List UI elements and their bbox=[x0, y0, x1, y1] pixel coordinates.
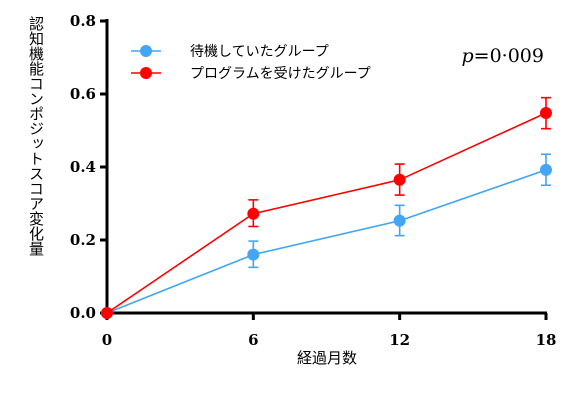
series-2 bbox=[101, 96, 552, 319]
x-tick-label: 6 bbox=[248, 331, 258, 349]
series-line bbox=[106, 112, 547, 314]
series-line bbox=[106, 169, 547, 314]
legend-label: 待機していたグループ bbox=[190, 44, 329, 60]
series-1 bbox=[101, 153, 552, 319]
y-tick-label: 0.0 bbox=[70, 304, 96, 322]
legend-label: プログラムを受けたグループ bbox=[190, 66, 371, 82]
legend-swatch-marker bbox=[140, 67, 152, 79]
data-point bbox=[393, 214, 406, 227]
data-point bbox=[540, 163, 552, 176]
y-tick-label: 0.4 bbox=[70, 158, 96, 176]
data-point bbox=[393, 173, 406, 186]
legend-item: プログラムを受けたグループ bbox=[131, 66, 371, 82]
p-value-symbol: p bbox=[462, 45, 474, 67]
x-tick-label: 12 bbox=[389, 331, 410, 349]
legend-swatch-marker bbox=[140, 45, 152, 57]
x-tick-label: 18 bbox=[536, 331, 557, 349]
y-tick-label: 0.6 bbox=[70, 85, 96, 103]
series-layer bbox=[101, 96, 552, 319]
p-value-annotation: p=0·009 bbox=[462, 45, 545, 67]
x-axis-title: 経過月数 bbox=[297, 349, 357, 367]
data-point bbox=[101, 307, 113, 319]
y-axis-title: 認知機能コンポジットスコア変化量 bbox=[27, 16, 45, 256]
data-point bbox=[247, 248, 260, 261]
x-tick-label: 0 bbox=[102, 331, 112, 349]
data-point bbox=[540, 106, 552, 119]
y-tick-label: 0.2 bbox=[70, 231, 96, 249]
legend-item: 待機していたグループ bbox=[131, 44, 329, 60]
data-point bbox=[247, 207, 260, 220]
ticks: 0.0 0.2 0.4 0.6 0.8 0 6 12 18 bbox=[70, 12, 557, 349]
y-tick-label: 0.8 bbox=[70, 12, 96, 30]
p-value-number: =0·009 bbox=[474, 45, 544, 67]
